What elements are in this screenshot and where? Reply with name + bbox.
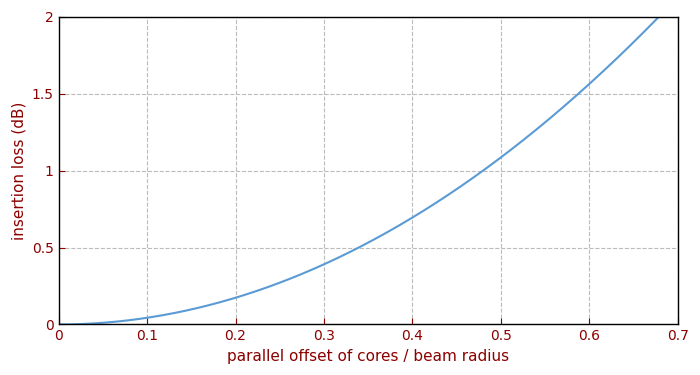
Y-axis label: insertion loss (dB): insertion loss (dB) bbox=[11, 101, 26, 240]
X-axis label: parallel offset of cores / beam radius: parallel offset of cores / beam radius bbox=[228, 349, 510, 364]
